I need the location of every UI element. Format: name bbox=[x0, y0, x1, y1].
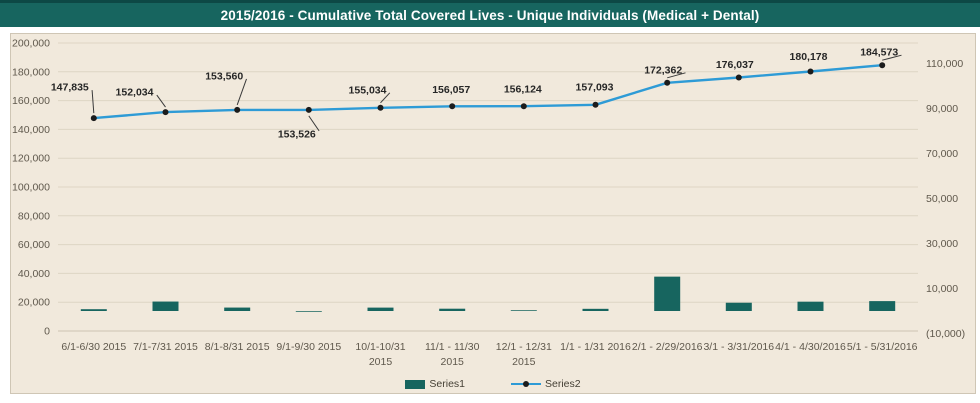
svg-text:5/1 - 5/31/2016: 5/1 - 5/31/2016 bbox=[847, 341, 918, 353]
data-label: 147,835 bbox=[51, 82, 89, 94]
data-label: 155,034 bbox=[349, 84, 387, 96]
svg-text:160,000: 160,000 bbox=[12, 95, 50, 107]
bar bbox=[654, 276, 681, 311]
svg-text:(10,000): (10,000) bbox=[926, 328, 965, 340]
bar bbox=[152, 301, 179, 311]
data-label: 157,093 bbox=[576, 81, 614, 93]
legend-item-series1: Series1 bbox=[405, 378, 465, 390]
data-label: 180,178 bbox=[790, 51, 828, 63]
legend-series1-label: Series1 bbox=[429, 378, 465, 390]
data-point-marker bbox=[879, 62, 886, 69]
bar bbox=[510, 310, 537, 311]
series2-markers bbox=[90, 62, 886, 122]
svg-text:3/1 - 3/31/2016: 3/1 - 3/31/2016 bbox=[703, 341, 774, 353]
svg-text:180,000: 180,000 bbox=[12, 66, 50, 78]
svg-text:8/1-8/31 2015: 8/1-8/31 2015 bbox=[205, 341, 270, 353]
svg-text:10,000: 10,000 bbox=[926, 283, 958, 295]
svg-text:120,000: 120,000 bbox=[12, 153, 50, 165]
bar bbox=[797, 301, 824, 311]
svg-text:80,000: 80,000 bbox=[18, 210, 50, 222]
series1-bar-swatch-icon bbox=[405, 379, 426, 389]
bar bbox=[224, 307, 251, 311]
svg-text:12/1 - 12/31: 12/1 - 12/31 bbox=[496, 341, 552, 353]
series2-line bbox=[93, 64, 883, 120]
series1-bars bbox=[80, 276, 896, 312]
svg-text:2015: 2015 bbox=[512, 356, 536, 368]
x-axis-labels: 6/1-6/30 2015 7/1-7/31 2015 8/1-8/31 2015 9… bbox=[61, 341, 917, 368]
chart-legend: Series1 Series2 bbox=[11, 378, 975, 390]
bar bbox=[295, 311, 322, 312]
svg-text:1/1 - 1/31 2016: 1/1 - 1/31 2016 bbox=[560, 341, 631, 353]
svg-text:0: 0 bbox=[44, 326, 50, 338]
chart-frame: 200,000 180,000 160,000 140,000 120,000 100,0… bbox=[10, 33, 976, 394]
data-label: 153,560 bbox=[205, 70, 243, 82]
svg-text:110,000: 110,000 bbox=[926, 58, 963, 70]
data-point-marker bbox=[162, 109, 169, 116]
svg-text:40,000: 40,000 bbox=[18, 268, 50, 280]
data-point-marker bbox=[520, 103, 527, 110]
bar bbox=[80, 309, 107, 311]
data-point-marker bbox=[664, 79, 671, 86]
svg-text:200,000: 200,000 bbox=[12, 38, 50, 50]
data-label: 156,057 bbox=[432, 84, 470, 96]
svg-text:10/1-10/31: 10/1-10/31 bbox=[355, 341, 405, 353]
gridlines bbox=[58, 42, 918, 332]
svg-text:90,000: 90,000 bbox=[926, 103, 958, 115]
data-point-marker bbox=[449, 103, 456, 110]
svg-text:70,000: 70,000 bbox=[926, 148, 958, 160]
svg-text:100,000: 100,000 bbox=[12, 182, 50, 194]
data-label: 153,526 bbox=[278, 128, 316, 140]
left-axis-labels: 200,000 180,000 160,000 140,000 120,000 100,0… bbox=[12, 38, 50, 338]
chart-title-band: 2015/2016 - Cumulative Total Covered Liv… bbox=[0, 0, 980, 27]
bar bbox=[582, 308, 609, 311]
svg-text:30,000: 30,000 bbox=[926, 238, 958, 250]
svg-text:9/1-9/30 2015: 9/1-9/30 2015 bbox=[276, 341, 341, 353]
data-point-marker bbox=[305, 106, 312, 113]
svg-text:11/1 - 11/30: 11/1 - 11/30 bbox=[425, 341, 480, 353]
data-point-marker bbox=[592, 101, 599, 108]
label-leader-lines bbox=[91, 54, 902, 132]
svg-text:50,000: 50,000 bbox=[926, 193, 958, 205]
data-label: 184,573 bbox=[860, 47, 898, 59]
svg-text:6/1-6/30 2015: 6/1-6/30 2015 bbox=[61, 341, 126, 353]
svg-text:2015: 2015 bbox=[441, 356, 465, 368]
bar bbox=[367, 307, 394, 311]
chart-canvas: 200,000 180,000 160,000 140,000 120,000 100,0… bbox=[12, 38, 965, 369]
svg-text:2/1 - 2/29/2016: 2/1 - 2/29/2016 bbox=[632, 341, 703, 353]
chart-title: 2015/2016 - Cumulative Total Covered Liv… bbox=[220, 7, 760, 23]
data-point-marker bbox=[90, 115, 97, 122]
svg-text:2015: 2015 bbox=[369, 356, 393, 368]
legend-item-series2: Series2 bbox=[511, 378, 581, 390]
data-point-marker bbox=[377, 104, 384, 111]
data-label: 156,124 bbox=[504, 84, 542, 96]
series2-line-swatch-icon bbox=[511, 381, 541, 387]
bar bbox=[869, 301, 896, 311]
bar bbox=[439, 308, 466, 311]
data-point-marker bbox=[234, 106, 241, 113]
data-point-marker bbox=[807, 68, 814, 75]
svg-text:4/1 - 4/30/2016: 4/1 - 4/30/2016 bbox=[775, 341, 846, 353]
legend-series2-label: Series2 bbox=[545, 378, 581, 390]
svg-text:60,000: 60,000 bbox=[18, 239, 50, 251]
data-label: 176,037 bbox=[716, 59, 754, 71]
series2-data-labels: 147,835 152,034 153,560 153,526 155,034 156,0… bbox=[51, 47, 899, 141]
data-point-marker bbox=[735, 74, 742, 81]
svg-text:20,000: 20,000 bbox=[18, 297, 50, 309]
data-label: 152,034 bbox=[116, 87, 154, 99]
svg-text:7/1-7/31 2015: 7/1-7/31 2015 bbox=[133, 341, 198, 353]
svg-text:140,000: 140,000 bbox=[12, 124, 50, 136]
data-label: 172,362 bbox=[644, 64, 682, 76]
bar bbox=[725, 302, 752, 311]
right-axis-labels: 110,000 90,000 70,000 50,000 30,000 10,000 (10… bbox=[926, 58, 965, 340]
